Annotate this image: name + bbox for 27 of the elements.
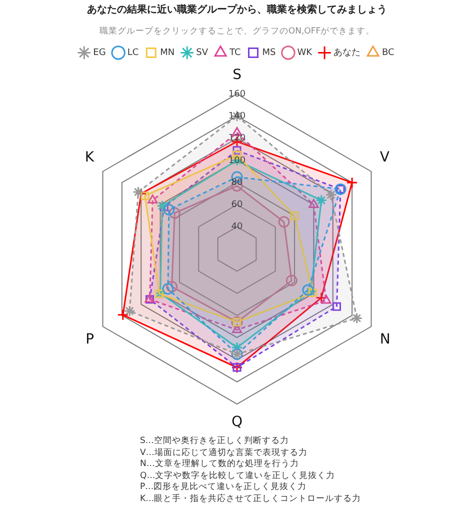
- legend-label: SV: [196, 48, 209, 58]
- spoke-label: K: [84, 150, 95, 166]
- text: Q…文字や数字を比較して違いを正しく見抜く力: [140, 470, 336, 482]
- legend-label: MS: [262, 48, 276, 58]
- text: P…図形を見比べて違いを正しく見抜く力: [140, 482, 308, 494]
- legend-label: MN: [160, 48, 175, 58]
- text: S…空間や奥行きを正しく判断する力: [140, 436, 290, 448]
- legend-label: TC: [228, 48, 241, 58]
- chart-subtitle: 職業グループをクリックすることで、グラフのON,OFFができます。: [99, 25, 375, 36]
- legend-label: あなた: [334, 48, 361, 58]
- spoke-label: N: [380, 332, 390, 348]
- spoke-label: P: [86, 332, 94, 348]
- y-tick-label: 100: [228, 156, 246, 166]
- legend-label: BC: [382, 48, 394, 58]
- chart-title: あなたの結果に近い職業グループから、職業を検索してみましょう: [87, 4, 387, 16]
- text: K…眼と手・指を共応させて正しくコントロールする力: [140, 494, 362, 505]
- spoke-label: S: [232, 67, 242, 84]
- spoke-label: Q: [231, 414, 243, 430]
- spoke-label: V: [380, 150, 390, 166]
- y-tick-label: 140: [228, 111, 246, 122]
- legend-label: LC: [127, 48, 139, 58]
- y-tick-label: 60: [231, 200, 243, 210]
- text: N…文章を理解して数的な処理を行う力: [140, 459, 300, 470]
- y-tick-label: 40: [231, 222, 243, 232]
- text: V…場面に応じて適切な言葉で表現する力: [140, 448, 308, 459]
- legend-label: EG: [93, 48, 106, 58]
- legend-label: WK: [297, 48, 314, 58]
